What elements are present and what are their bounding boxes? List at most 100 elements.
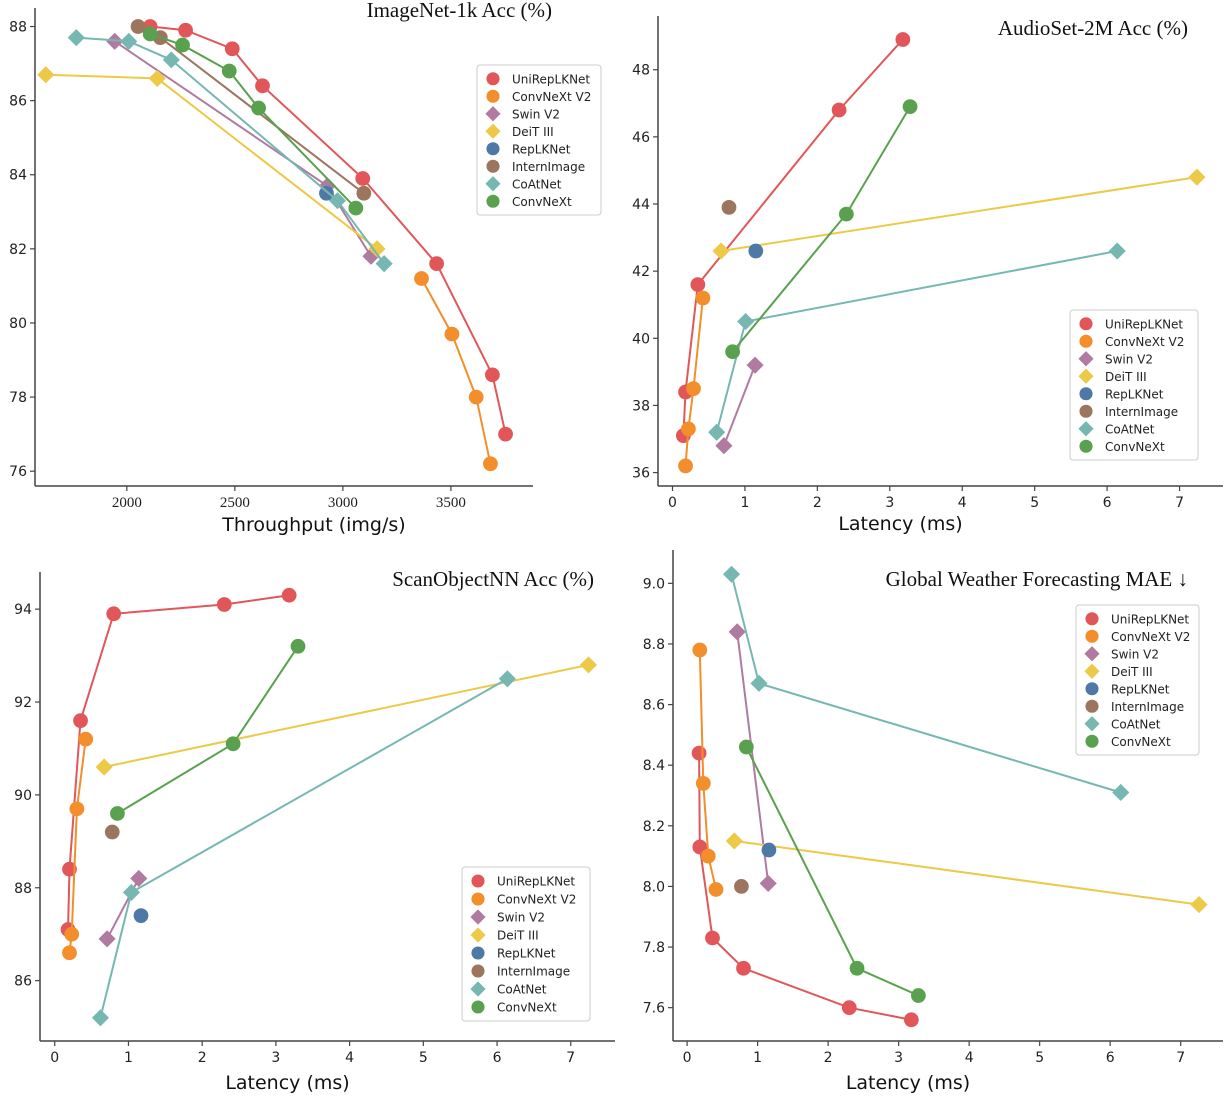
data-point [722,565,741,583]
series-unireplknet [60,587,297,937]
data-point [725,344,740,360]
legend-label: DeiT III [497,929,539,943]
data-point [690,277,706,292]
data-point [362,247,380,265]
x-tick-label: 6 [1106,1050,1115,1066]
data-point [468,389,484,405]
legend-marker [470,927,486,943]
x-tick-label: 3500 [436,495,466,511]
data-point [895,32,911,47]
legend-marker [1084,646,1100,662]
data-point [700,848,716,864]
data-point [162,51,180,69]
legend-box [1075,604,1200,756]
legend-label: ConvNeXt [1111,735,1171,749]
x-tick-label: 0 [683,1050,692,1066]
data-point [746,356,764,374]
legend-marker [470,909,486,925]
legend-label: Swin V2 [497,911,545,925]
x-tick-label: 3 [271,1050,280,1066]
data-point [849,960,865,976]
data-point [695,775,711,791]
data-point [721,199,737,215]
legend-marker [1078,351,1094,367]
data-point [281,587,297,603]
data-point [761,842,777,858]
data-point [122,883,140,901]
data-point [368,240,386,258]
legend-box [476,64,602,216]
data-point [91,1009,109,1027]
chart-title: Global Weather Forecasting MAE ↓ [886,567,1188,591]
data-point [64,926,80,942]
legend-marker [471,1000,485,1014]
data-point [216,597,232,612]
y-tick-label: 36 [632,466,650,482]
series-line [45,73,378,250]
x-axis-label: Throughput (img/s) [221,514,405,536]
series-swin-v2 [98,869,148,948]
y-tick-label: 86 [14,974,32,990]
series-line [684,297,704,466]
data-point [106,32,124,50]
legend-marker [486,194,500,208]
data-point [695,290,711,306]
x-tick-label: 4 [958,495,967,511]
data-point [681,421,696,437]
x-tick-label: 2 [813,495,822,511]
y-tick-label: 40 [632,331,650,347]
x-tick-label: 2500 [220,495,250,511]
legend-label: InternImage [1105,405,1178,419]
y-tick-label: 88 [9,20,27,36]
x-tick-label: 7 [566,1050,575,1066]
y-tick-label: 92 [14,695,32,711]
data-point [98,930,116,948]
series-line [731,106,911,353]
legend-label: RepLKNet [497,947,556,961]
data-point [902,99,918,115]
series-line [150,25,507,435]
y-tick-label: 8.6 [643,698,665,714]
legend-label: RepLKNet [1111,682,1170,696]
data-point [120,32,138,50]
legend-label: UniRepLKNet [512,72,590,86]
legend-label: ConvNeXt V2 [497,893,576,907]
y-tick-label: 90 [14,788,32,804]
data-point [911,988,926,1003]
x-tick-label: 2 [198,1050,207,1066]
legend-marker [1085,612,1099,626]
data-point [1190,896,1208,914]
data-point [104,824,120,840]
legend-marker [1084,716,1100,732]
data-point [290,638,306,654]
data-point [737,312,755,331]
series-convnext [725,99,918,360]
legend-marker [471,892,485,906]
x-tick-label: 2 [824,1050,833,1066]
legend-marker [1078,368,1094,384]
data-point [130,869,148,888]
y-tick-label: 46 [632,130,650,146]
x-tick-label: 4 [965,1050,974,1066]
data-point [356,185,372,201]
legend-label: InternImage [1111,700,1184,714]
data-point [142,26,158,42]
data-point [319,185,334,201]
data-point [106,606,122,622]
data-point [734,879,749,894]
data-point [148,69,166,87]
x-tick-label: 6 [1103,495,1112,511]
data-point [485,367,500,383]
data-point [686,381,701,397]
y-tick-label: 7.8 [643,940,665,956]
legend-marker [1085,682,1099,696]
data-point [73,713,88,728]
data-point [692,642,708,658]
legend-box [1069,309,1199,461]
legend-marker [1079,387,1093,401]
series-coatnet [708,242,1126,441]
series-line [116,645,299,815]
legend-label: InternImage [512,160,585,174]
chart-panel-imagenet: 76 78 80 82 84 86 88 2000 2500 3000 3500 Throughput… [9,0,602,536]
series-line [420,278,492,465]
